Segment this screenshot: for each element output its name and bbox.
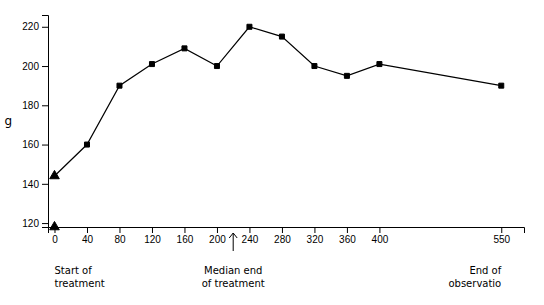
x-tick-label: 320	[307, 234, 324, 245]
x-tick-label: 240	[242, 234, 259, 245]
x-axis: 0 40 80 120 160 200 240 280 320 360 400 550	[49, 227, 525, 245]
point	[344, 73, 349, 78]
series	[50, 24, 504, 178]
x-tick: 40	[82, 227, 94, 245]
annotation-text: Median end	[204, 265, 262, 276]
x-tick-label: 0	[52, 234, 58, 245]
x-tick-mark	[184, 227, 185, 233]
x-tick-label: 80	[114, 234, 126, 245]
x-tick-label: 550	[493, 234, 510, 245]
x-tick-mark	[282, 227, 283, 233]
point	[50, 170, 60, 178]
point	[312, 64, 317, 69]
x-tick-mark	[217, 227, 218, 233]
annotation-text: Start of	[54, 265, 92, 276]
y-axis: 120 140 160 180 200 220	[22, 16, 48, 229]
x-tick: 160	[177, 227, 194, 245]
point	[377, 62, 382, 67]
point	[279, 34, 284, 39]
point	[117, 83, 122, 88]
annotation-text: observatio	[448, 278, 501, 289]
y-axis-line	[42, 16, 49, 228]
y-tick-mark	[42, 66, 48, 67]
y-axis-title: g	[4, 114, 12, 128]
x-axis-line	[49, 228, 525, 234]
annotation-arrow	[233, 233, 234, 251]
y-tick: 220	[22, 21, 48, 32]
y-tick: 140	[22, 179, 48, 190]
x-tick-label: 400	[372, 234, 389, 245]
y-tick: 200	[22, 61, 48, 72]
y-tick-mark	[42, 223, 48, 224]
point	[182, 46, 187, 51]
x-tick: 240	[242, 227, 259, 245]
y-tick-mark	[42, 27, 48, 28]
point	[214, 64, 219, 69]
y-tick: 160	[22, 139, 48, 150]
y-tick-label: 120	[22, 218, 39, 229]
y-tick-mark	[42, 145, 48, 146]
y-tick: 120	[22, 218, 48, 229]
x-tick-label: 280	[274, 234, 291, 245]
chart: 0 40 80 120 160 200 240 280 320 360 400 550 120 140 16…	[0, 0, 544, 305]
y-tick-label: 180	[22, 100, 39, 111]
annotation-text: treatment	[54, 278, 104, 289]
y-tick-label: 160	[22, 139, 39, 150]
y-tick-label: 200	[22, 61, 39, 72]
x-tick-label: 200	[209, 234, 226, 245]
x-tick: 200	[209, 227, 226, 245]
x-tick: 550	[493, 227, 510, 245]
y-tick-label: 220	[22, 21, 39, 32]
x-tick: 120	[144, 227, 161, 245]
line	[54, 27, 501, 176]
x-tick-mark	[87, 227, 88, 233]
start-marker	[50, 221, 60, 229]
point	[149, 62, 154, 67]
x-tick-label: 40	[82, 234, 94, 245]
x-tick-mark	[249, 227, 250, 233]
y-tick-mark	[42, 105, 48, 106]
annotation-text: of treatment	[202, 278, 265, 289]
y-tick-mark	[42, 184, 48, 185]
x-tick-label: 120	[144, 234, 161, 245]
x-tick: 360	[339, 227, 356, 245]
x-tick-mark	[314, 227, 315, 233]
y-tick: 180	[22, 100, 48, 111]
x-tick-mark	[501, 227, 502, 233]
annotations: Start of treatment Median end of treatment E…	[54, 233, 501, 289]
x-tick-mark	[119, 227, 120, 233]
x-tick-mark	[347, 227, 348, 233]
plot: 0 40 80 120 160 200 240 280 320 360 400 550 120 140 16…	[4, 16, 524, 290]
x-tick: 320	[307, 227, 324, 245]
x-tick-mark	[152, 227, 153, 233]
point	[499, 83, 504, 88]
x-tick: 80	[114, 227, 126, 245]
point	[247, 24, 252, 29]
x-tick-mark	[379, 227, 380, 233]
annotation-text: End of	[469, 265, 501, 276]
x-tick-label: 360	[339, 234, 356, 245]
x-tick: 280	[274, 227, 291, 245]
point	[84, 142, 89, 147]
x-tick: 400	[372, 227, 389, 245]
x-tick-label: 160	[177, 234, 194, 245]
annotation-arrowhead	[229, 233, 237, 238]
y-tick-label: 140	[22, 179, 39, 190]
